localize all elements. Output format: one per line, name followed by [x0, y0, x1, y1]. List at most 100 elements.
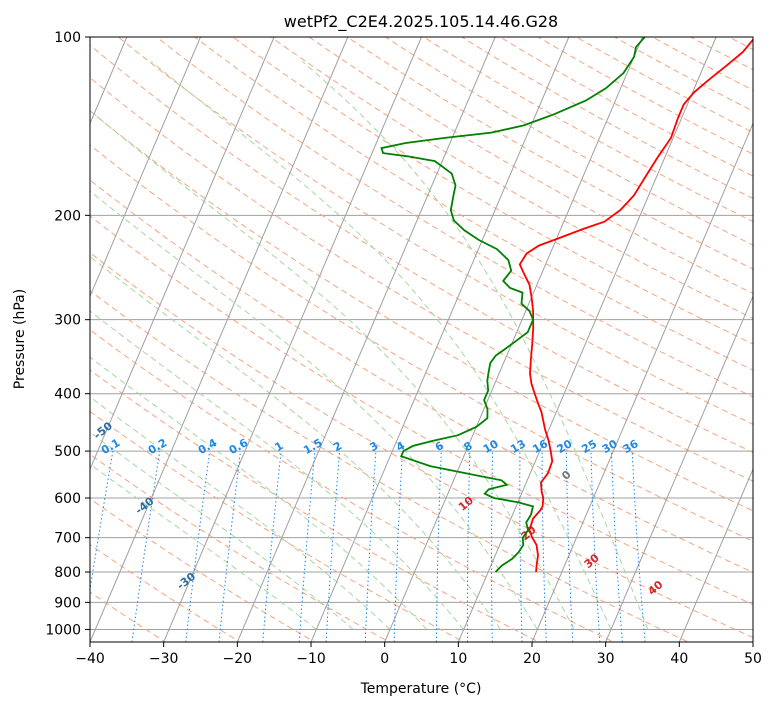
- dry-adiabat-line: [651, 37, 753, 91]
- moist-adiabat-line: [90, 310, 465, 630]
- dry-adiabat-line: [90, 179, 753, 573]
- y-axis-label: Pressure (hPa): [12, 289, 28, 389]
- x-tick-label: 10: [449, 651, 467, 667]
- x-tick-label: −10: [296, 651, 326, 667]
- x-tick-label: 20: [523, 651, 541, 667]
- dry-adiabat-line: [90, 369, 540, 642]
- dry-adiabat-line: [90, 77, 753, 482]
- mixing-ratio-label: 30: [600, 437, 620, 456]
- moist-adiabat-line: [302, 61, 649, 630]
- chart-title: wetPf2_C2E4.2025.105.14.46.G28: [284, 12, 558, 32]
- mixing-ratio-line: [491, 451, 494, 642]
- moist-adiabat-line: [90, 356, 428, 630]
- y-tick-label: 600: [54, 491, 81, 507]
- isotherm-gridline: [90, 37, 275, 471]
- mixing-ratio-label: 1.5: [301, 436, 324, 457]
- mixing-ratio-label: 10: [481, 437, 501, 456]
- y-tick-label: 700: [54, 531, 81, 547]
- axis-ticks: −40 −30 −20 −10 0 10 20 30 40 5010009008007006005…: [45, 30, 762, 667]
- dry-adiabat-line: [90, 215, 753, 606]
- moist-adiabat-line: [150, 61, 612, 630]
- dewpoint-line: [380, 37, 646, 573]
- x-axis-label: Temperature (°C): [360, 681, 482, 697]
- mixing-ratio-label: 36: [621, 437, 641, 456]
- mixing-ratio-line: [631, 451, 646, 642]
- x-tick-label: −30: [149, 651, 179, 667]
- dry-adiabat-line: [232, 37, 753, 345]
- isotherm-gridline: [90, 37, 201, 298]
- profile-lines: [380, 37, 753, 573]
- isotherm-gridline: [678, 467, 753, 642]
- x-tick-label: 40: [670, 651, 688, 667]
- x-tick-label: 0: [380, 651, 389, 667]
- temperature-line: [518, 38, 753, 573]
- mixing-ratio-line: [393, 451, 403, 642]
- mixing-ratio-line: [131, 451, 161, 642]
- mixing-ratio-label: 8: [461, 439, 474, 454]
- dry-adiabat-line: [90, 453, 391, 642]
- dry-adiabat-line: [90, 290, 690, 642]
- dry-adiabat-line: [422, 37, 753, 223]
- dry-adiabat-line: [90, 252, 753, 639]
- mixing-ratio-line: [262, 451, 282, 642]
- plot-frame: [89, 36, 754, 643]
- isotherm-gridline: [384, 37, 643, 642]
- dry-adiabat-line: [90, 329, 615, 642]
- dry-adiabat-line: [270, 37, 753, 320]
- dry-adiabat-label: 20: [519, 523, 539, 543]
- y-tick-label: 800: [54, 565, 81, 581]
- background-lines: [90, 37, 753, 642]
- mixing-ratio-line: [590, 451, 601, 642]
- y-tick-label: 500: [54, 444, 81, 460]
- mixing-ratio-line: [90, 451, 114, 593]
- dry-adiabat-line: [346, 37, 753, 270]
- x-tick-label: −40: [75, 651, 105, 667]
- isotherm-label: -60: [50, 344, 74, 367]
- x-tick-label: 50: [744, 651, 762, 667]
- line-labels: -100-90-80-70-60-50-40-30-20-100.10.20.4…: [8, 268, 666, 598]
- y-tick-label: 1000: [45, 622, 81, 638]
- dry-adiabat-line: [90, 498, 316, 642]
- mixing-ratio-line: [185, 451, 211, 642]
- mixing-ratio-label: 3: [367, 439, 380, 454]
- isotherm-gridline: [163, 37, 422, 642]
- dry-adiabat-line: [90, 110, 753, 512]
- dry-adiabat-line: [90, 543, 241, 642]
- mixing-ratio-line: [466, 451, 471, 642]
- mixing-ratio-line: [611, 451, 623, 642]
- isotherm-gridline: [457, 37, 717, 642]
- y-tick-label: 100: [54, 30, 81, 46]
- moist-adiabat-line: [90, 109, 575, 630]
- dry-adiabat-line: [90, 410, 466, 642]
- y-tick-label: 400: [54, 387, 81, 403]
- gray-line-label: 0: [559, 468, 573, 483]
- dry-adiabat-line: [727, 37, 753, 51]
- dry-adiabat-line: [90, 44, 753, 453]
- dry-adiabat-line: [384, 37, 753, 246]
- isotherm-label: -30: [174, 570, 198, 593]
- mixing-ratio-label: 1: [273, 439, 286, 454]
- mixing-ratio-label: 20: [555, 437, 575, 456]
- mixing-ratio-line: [364, 451, 377, 642]
- isotherm-gridline: [605, 295, 753, 642]
- dry-adiabat-line: [308, 37, 753, 295]
- isotherm-label: -70: [8, 268, 32, 291]
- x-tick-label: −20: [223, 651, 253, 667]
- x-tick-label: 30: [597, 651, 615, 667]
- dry-adiabat-line: [117, 37, 753, 425]
- mixing-ratio-label: 25: [579, 437, 599, 456]
- moist-adiabat-line: [90, 256, 501, 630]
- mixing-ratio-line: [298, 451, 316, 642]
- isotherm-gridline: [236, 37, 496, 642]
- y-tick-label: 200: [54, 208, 81, 224]
- mixing-ratio-label: 0.4: [196, 436, 220, 457]
- moist-adiabat-line: [90, 431, 354, 630]
- moist-adiabat-line: [90, 396, 391, 630]
- y-tick-label: 900: [54, 595, 81, 611]
- isotherm-gridline: [752, 640, 753, 642]
- mixing-ratio-line: [218, 451, 241, 642]
- dry-adiabat-label: 30: [582, 551, 602, 571]
- mixing-ratio-label: 13: [508, 437, 528, 456]
- y-tick-label: 300: [54, 313, 81, 329]
